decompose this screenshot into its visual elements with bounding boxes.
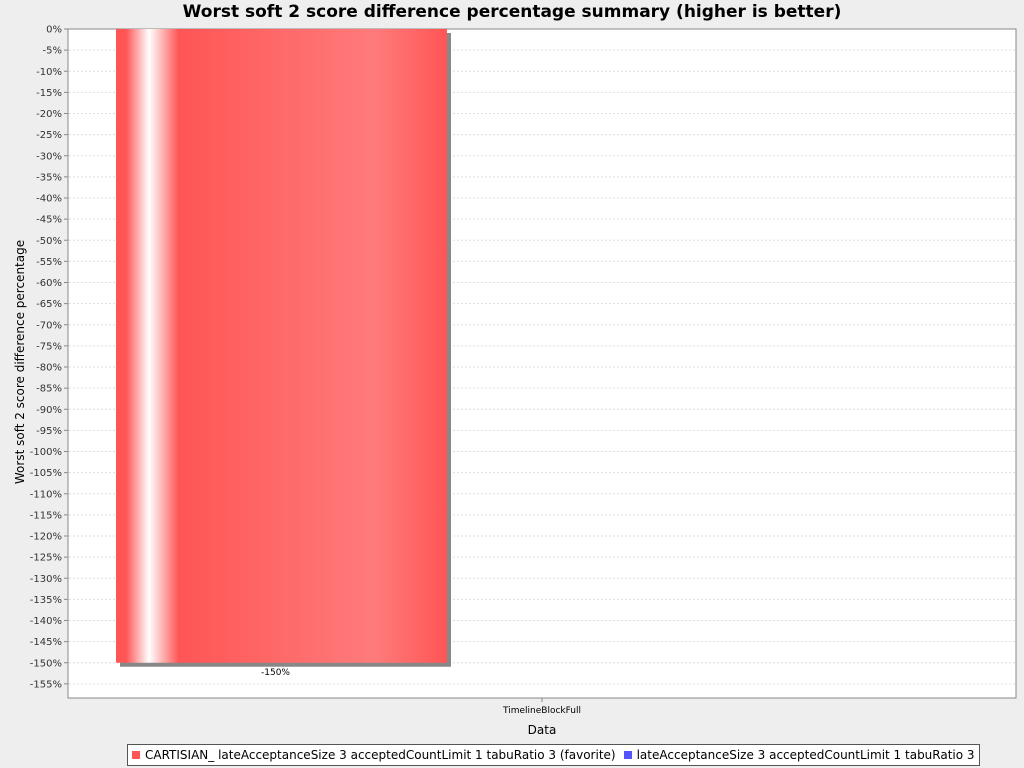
y-tick-label: -50%: [36, 236, 62, 247]
bar: [116, 29, 447, 663]
y-tick-label: -5%: [43, 46, 62, 57]
y-tick-label: -65%: [36, 299, 62, 310]
chart-title: Worst soft 2 score difference percentage…: [182, 2, 842, 22]
legend-label-favorite: CARTISIAN_ lateAcceptanceSize 3 accepted…: [145, 748, 616, 762]
x-tick-label: TimelineBlockFull: [502, 706, 581, 716]
y-tick-label: -60%: [36, 278, 62, 289]
y-tick-label: -75%: [36, 341, 62, 352]
y-tick-label: -20%: [36, 109, 62, 120]
y-tick-label: -100%: [30, 447, 62, 458]
y-tick-label: -30%: [36, 151, 62, 162]
y-tick-label: -135%: [30, 595, 62, 606]
y-tick-label: -70%: [36, 320, 62, 331]
y-tick-label: -110%: [30, 489, 62, 500]
y-tick-label: -35%: [36, 172, 62, 183]
y-tick-label: -10%: [36, 67, 62, 78]
y-tick-label: -115%: [30, 510, 62, 521]
y-tick-label: -140%: [30, 616, 62, 627]
y-tick-label: -105%: [30, 468, 62, 479]
y-tick-label: 0%: [46, 25, 62, 36]
y-tick-label: -125%: [30, 553, 62, 564]
x-axis-label: Data: [527, 723, 557, 737]
y-tick-label: -85%: [36, 384, 62, 395]
y-tick-label: -155%: [30, 679, 62, 690]
y-tick-label: -15%: [36, 88, 62, 99]
y-tick-label: -95%: [36, 426, 62, 437]
y-tick-label: -120%: [30, 532, 62, 543]
legend: CARTISIAN_ lateAcceptanceSize 3 accepted…: [127, 744, 980, 766]
y-tick-label: -40%: [36, 194, 62, 205]
y-tick-label: -90%: [36, 405, 62, 416]
legend-label-second: lateAcceptanceSize 3 acceptedCountLimit …: [636, 748, 975, 762]
y-tick-label: -45%: [36, 215, 62, 226]
y-tick-label: -130%: [30, 574, 62, 585]
legend-swatch-favorite: [132, 751, 140, 759]
legend-item-favorite: CARTISIAN_ lateAcceptanceSize 3 accepted…: [130, 748, 616, 762]
legend-item-second: lateAcceptanceSize 3 acceptedCountLimit …: [622, 748, 975, 762]
y-axis-label: Worst soft 2 score difference percentage: [13, 239, 27, 485]
y-tick-label: -80%: [36, 363, 62, 374]
legend-swatch-second: [623, 751, 632, 759]
bar-data-label: -150%: [261, 668, 290, 678]
y-tick-label: -25%: [36, 130, 62, 141]
y-tick-label: -150%: [30, 658, 62, 669]
y-tick-label: -55%: [36, 257, 62, 268]
y-tick-label: -145%: [30, 637, 62, 648]
